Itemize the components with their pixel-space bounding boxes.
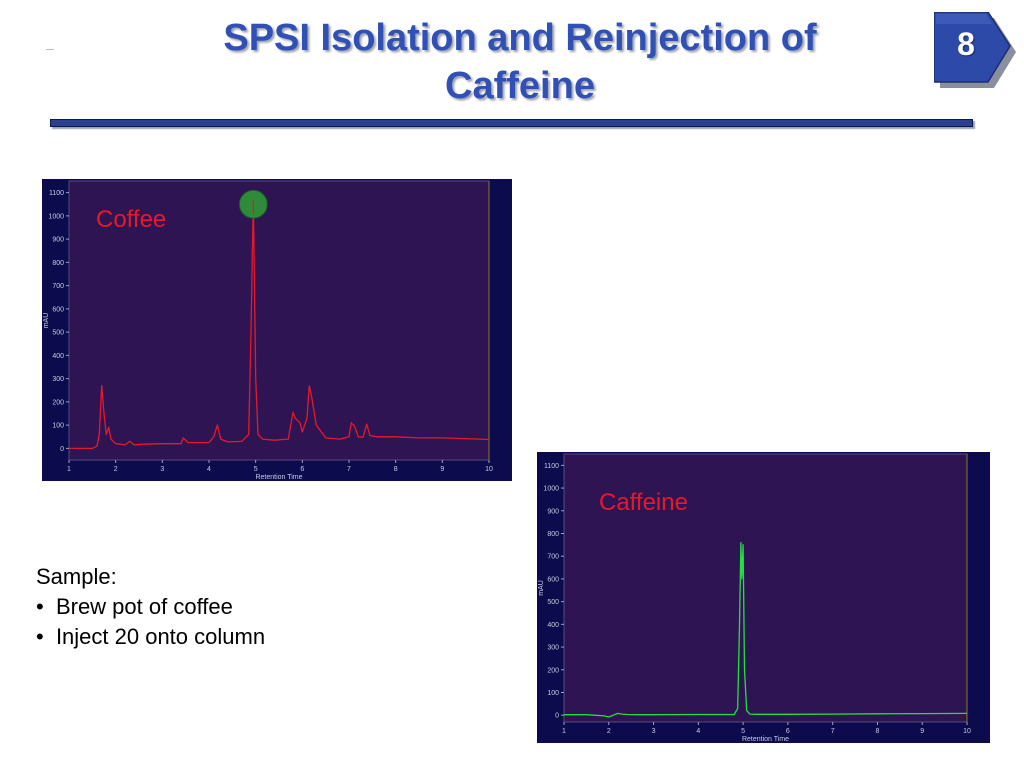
slide-title: SPSI Isolation and Reinjection of Caffei… bbox=[120, 14, 920, 110]
slide-number-badge: 8 bbox=[934, 12, 1016, 88]
coffee-x-tick-label: 7 bbox=[347, 466, 351, 473]
coffee-x-tick-label: 8 bbox=[394, 466, 398, 473]
coffee-chromatogram: 0 100 200 300 400 500 600 700 800 900 1000 1100 1 2 3 4… bbox=[42, 179, 512, 481]
coffee-y-tick-label: 1100 bbox=[49, 190, 64, 197]
coffee-y-tick-label: 200 bbox=[52, 399, 64, 406]
caffeine-chart-svg: 0 100 200 300 400 500 600 700 800 900 1000 1100 1 2 3 4… bbox=[537, 452, 990, 743]
caffeine-y-tick-label: 1000 bbox=[543, 486, 559, 493]
caffeine-y-tick-label: 800 bbox=[547, 531, 559, 538]
caffeine-plot-area bbox=[563, 453, 968, 723]
caffeine-x-tick-label: 7 bbox=[831, 728, 835, 735]
coffee-y-tick-label: 700 bbox=[52, 283, 64, 290]
coffee-y-tick-label: 300 bbox=[52, 376, 64, 383]
caffeine-x-axis-label: Retention Time bbox=[742, 736, 789, 743]
coffee-y-tick-label: 500 bbox=[52, 330, 64, 337]
caffeine-y-tick-label: 300 bbox=[547, 645, 559, 652]
coffee-plot-area bbox=[68, 180, 490, 461]
slide-title-line2: Caffeine bbox=[445, 65, 595, 107]
coffee-y-tick-label: 600 bbox=[52, 306, 64, 313]
sample-bullet-2: • Inject 20 onto column bbox=[36, 624, 266, 649]
caffeine-y-axis-label: mAU bbox=[538, 580, 545, 596]
coffee-y-tick-label: 1000 bbox=[48, 213, 64, 220]
caffeine-x-tick-label: 4 bbox=[696, 728, 700, 735]
coffee-annotation: Coffee bbox=[96, 206, 166, 233]
coffee-y-tick-label: 900 bbox=[52, 237, 64, 244]
coffee-y-tick-label: 800 bbox=[52, 260, 64, 267]
caffeine-y-tick-label: 600 bbox=[547, 576, 559, 583]
sample-notes: Sample: • Brew pot of coffee • Inject 20… bbox=[36, 562, 265, 652]
caffeine-annotation: Caffeine bbox=[599, 489, 688, 516]
caffeine-y-tick-label: 900 bbox=[547, 508, 559, 515]
coffee-x-tick-label: 4 bbox=[207, 466, 211, 473]
slide-title-line1: SPSI Isolation and Reinjection of bbox=[223, 17, 817, 59]
caffeine-x-tick-label: 5 bbox=[741, 728, 745, 735]
coffee-y-tick-label: 400 bbox=[52, 353, 64, 360]
caffeine-x-tick-label: 8 bbox=[875, 728, 879, 735]
caffeine-x-tick-label: 3 bbox=[652, 728, 656, 735]
caffeine-y-tick-label: 400 bbox=[547, 622, 559, 629]
sample-bullet-2-text: Inject 20 onto column bbox=[55, 624, 266, 649]
coffee-x-axis-label: Retention Time bbox=[255, 474, 302, 481]
sample-bullet-1: • Brew pot of coffee bbox=[36, 594, 233, 619]
coffee-x-tick-label: 1 bbox=[67, 466, 71, 473]
decorative-dash bbox=[46, 49, 54, 50]
title-divider bbox=[50, 119, 973, 127]
caffeine-y-tick-label: 1100 bbox=[544, 463, 559, 470]
caffeine-x-tick-label: 2 bbox=[607, 728, 611, 735]
caffeine-y-tick-label: 700 bbox=[547, 554, 559, 561]
caffeine-x-tick-label: 6 bbox=[786, 728, 790, 735]
caffeine-x-tick-label: 1 bbox=[562, 728, 566, 735]
caffeine-y-tick-label: 200 bbox=[547, 667, 559, 674]
caffeine-y-tick-label: 100 bbox=[547, 690, 559, 697]
coffee-x-tick-label: 5 bbox=[254, 466, 258, 473]
coffee-x-tick-label: 2 bbox=[114, 466, 118, 473]
caffeine-x-tick-label: 9 bbox=[920, 728, 924, 735]
caffeine-trace-line bbox=[564, 541, 968, 718]
slide-number: 8 bbox=[957, 26, 975, 62]
caffeine-y-tick-label: 0 bbox=[555, 713, 559, 720]
coffee-chart-svg: 0 100 200 300 400 500 600 700 800 900 1000 1100 1 2 3 4… bbox=[42, 179, 512, 481]
coffee-y-tick-label: 0 bbox=[60, 446, 64, 453]
coffee-x-tick-label: 9 bbox=[440, 466, 444, 473]
coffee-y-tick-label: 100 bbox=[52, 423, 64, 430]
coffee-x-tick-label: 6 bbox=[300, 466, 304, 473]
arrow-badge-icon bbox=[934, 12, 1016, 88]
caffeine-chromatogram: 0 100 200 300 400 500 600 700 800 900 1000 1100 1 2 3 4… bbox=[537, 452, 990, 743]
sample-bullet-1-text: Brew pot of coffee bbox=[55, 594, 233, 619]
caffeine-x-tick-label: 10 bbox=[963, 728, 971, 735]
caffeine-y-tick-label: 500 bbox=[547, 599, 559, 606]
coffee-x-tick-label: 3 bbox=[160, 466, 164, 473]
coffee-x-tick-label: 10 bbox=[485, 466, 493, 473]
sample-heading: Sample: bbox=[36, 564, 117, 589]
coffee-y-axis-label: mAU bbox=[43, 313, 50, 329]
